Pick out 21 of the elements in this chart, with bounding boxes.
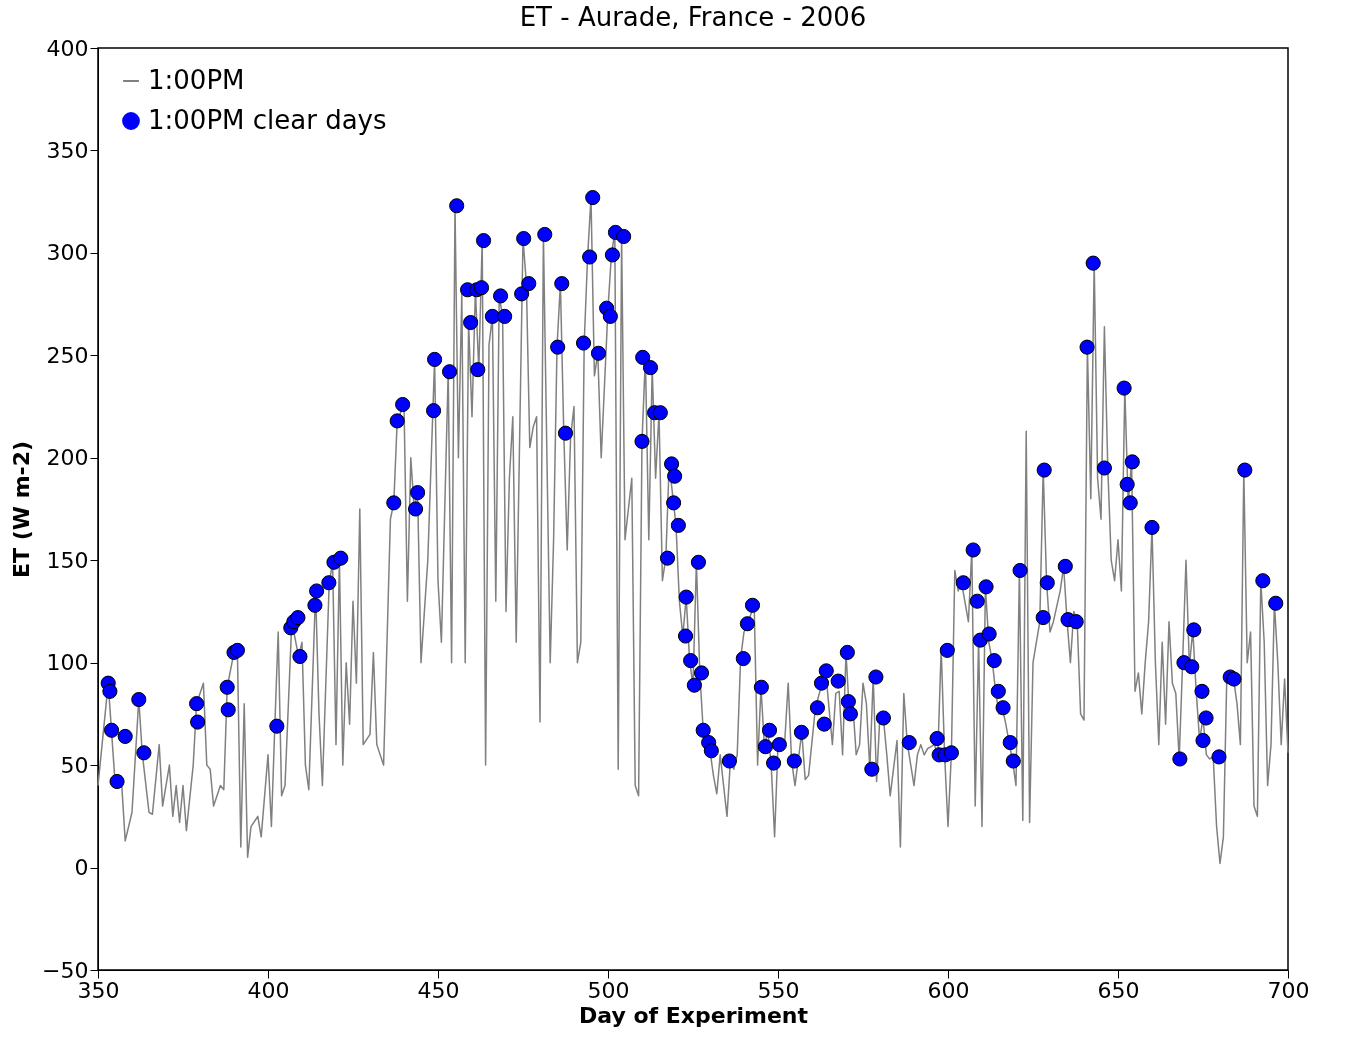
- y-tick-label: 100: [46, 650, 89, 676]
- y-tick-label: 150: [46, 547, 89, 573]
- legend-label: 1:00PM: [148, 65, 245, 95]
- y-tick-label: 350: [46, 137, 89, 163]
- x-tick-label: 650: [1097, 977, 1140, 1003]
- chart-title: ET - Aurade, France - 2006: [519, 2, 867, 32]
- x-tick-label: 550: [757, 977, 800, 1003]
- y-tick-label: 400: [46, 35, 89, 61]
- x-tick-label: 500: [587, 977, 630, 1003]
- y-axis-title: ET (W m-2): [9, 440, 35, 579]
- y-tick-label: 50: [60, 752, 89, 778]
- y-tick-label: 0: [74, 855, 89, 881]
- x-tick-label: 400: [247, 977, 290, 1003]
- y-tick-label: 250: [46, 342, 89, 368]
- x-tick-label: 700: [1267, 977, 1310, 1003]
- y-tick-label: 200: [46, 445, 89, 471]
- y-tick-label: 300: [46, 240, 89, 266]
- x-axis-title: Day of Experiment: [578, 1002, 809, 1028]
- legend-label: 1:00PM clear days: [148, 105, 387, 135]
- x-tick-label: 600: [927, 977, 970, 1003]
- x-tick-label: 450: [417, 977, 460, 1003]
